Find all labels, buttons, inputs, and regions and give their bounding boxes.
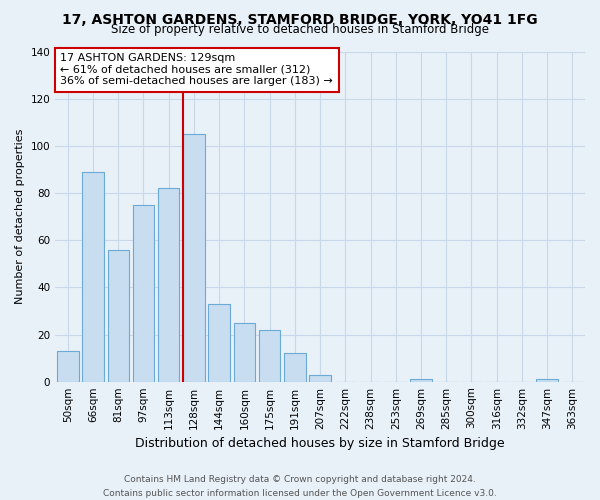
- Y-axis label: Number of detached properties: Number of detached properties: [15, 129, 25, 304]
- Bar: [310, 374, 331, 382]
- Bar: [183, 134, 205, 382]
- Bar: [233, 322, 255, 382]
- Bar: [133, 205, 154, 382]
- Text: Size of property relative to detached houses in Stamford Bridge: Size of property relative to detached ho…: [111, 22, 489, 36]
- Bar: [259, 330, 280, 382]
- Bar: [82, 172, 104, 382]
- X-axis label: Distribution of detached houses by size in Stamford Bridge: Distribution of detached houses by size …: [135, 437, 505, 450]
- Bar: [107, 250, 129, 382]
- Bar: [410, 380, 432, 382]
- Bar: [57, 351, 79, 382]
- Bar: [158, 188, 179, 382]
- Text: 17 ASHTON GARDENS: 129sqm
← 61% of detached houses are smaller (312)
36% of semi: 17 ASHTON GARDENS: 129sqm ← 61% of detac…: [61, 53, 333, 86]
- Bar: [536, 380, 558, 382]
- Text: 17, ASHTON GARDENS, STAMFORD BRIDGE, YORK, YO41 1FG: 17, ASHTON GARDENS, STAMFORD BRIDGE, YOR…: [62, 12, 538, 26]
- Bar: [208, 304, 230, 382]
- Bar: [284, 354, 305, 382]
- Text: Contains HM Land Registry data © Crown copyright and database right 2024.
Contai: Contains HM Land Registry data © Crown c…: [103, 476, 497, 498]
